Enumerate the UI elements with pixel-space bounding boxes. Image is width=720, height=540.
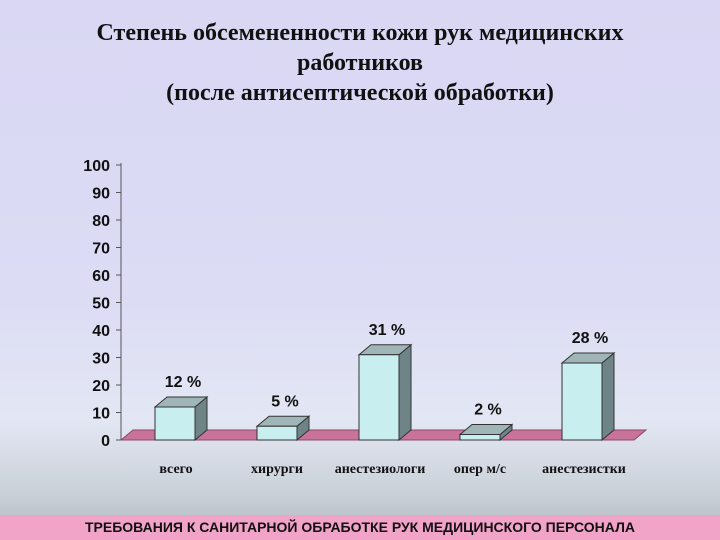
data-label: 2 % bbox=[474, 402, 502, 419]
y-tick-label: 40 bbox=[92, 323, 110, 340]
data-label: 5 % bbox=[271, 393, 299, 410]
title-line-1: Степень обсемененности кожи рук медицинс… bbox=[96, 20, 624, 46]
x-tick-label: анестезистки bbox=[542, 462, 626, 477]
x-tick-label: всего bbox=[159, 462, 192, 477]
y-tick-label: 70 bbox=[92, 241, 110, 258]
x-tick-label: опер м/с bbox=[454, 462, 506, 477]
bar bbox=[256, 425, 298, 441]
bar bbox=[561, 362, 603, 441]
y-tick-label: 0 bbox=[101, 433, 110, 450]
title-line-3: (после антисептической обработки) bbox=[166, 80, 554, 106]
y-tick-label: 30 bbox=[92, 351, 110, 368]
x-tick-label: анестезиологи bbox=[335, 462, 426, 477]
footer-banner: ТРЕБОВАНИЯ К САНИТАРНОЙ ОБРАБОТКЕ РУК МЕ… bbox=[0, 515, 720, 540]
bar bbox=[459, 434, 501, 441]
y-tick-label: 20 bbox=[92, 378, 110, 395]
bar-side bbox=[398, 343, 412, 442]
y-tick-label: 100 bbox=[83, 158, 110, 175]
y-tick-label: 60 bbox=[92, 268, 110, 285]
y-tick-label: 50 bbox=[92, 296, 110, 313]
y-tick-label: 90 bbox=[92, 186, 110, 203]
y-tick-label: 10 bbox=[92, 406, 110, 423]
x-tick-label: хирурги bbox=[251, 462, 303, 477]
bar-side bbox=[601, 351, 615, 442]
y-tick-label: 80 bbox=[92, 213, 110, 230]
slide-title: Степень обсемененности кожи рук медицинс… bbox=[40, 18, 680, 108]
bar bbox=[358, 354, 400, 441]
title-line-2: работников bbox=[296, 50, 424, 76]
data-label: 28 % bbox=[572, 330, 608, 347]
data-label: 31 % bbox=[369, 322, 405, 339]
data-label: 12 % bbox=[165, 374, 201, 391]
bar bbox=[154, 406, 196, 441]
